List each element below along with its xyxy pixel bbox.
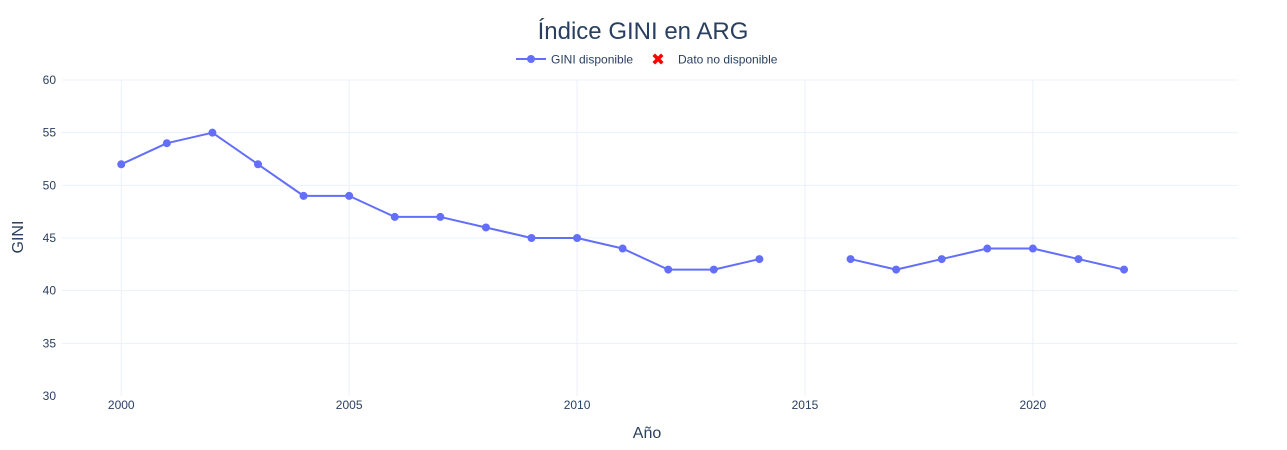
y-tick-label: 45 <box>43 231 57 245</box>
data-point[interactable] <box>618 244 627 253</box>
data-point[interactable] <box>162 139 171 148</box>
data-point[interactable] <box>1074 255 1083 264</box>
data-point[interactable] <box>709 265 718 274</box>
data-point[interactable] <box>1120 265 1129 274</box>
y-tick-label: 60 <box>43 73 57 87</box>
series-line <box>120 131 760 271</box>
y-axis-ticks: 30 35 40 45 50 55 60 <box>43 73 57 403</box>
data-point[interactable] <box>573 234 582 242</box>
data-point[interactable] <box>299 191 308 200</box>
grid-lines <box>62 79 1238 396</box>
x-axis-title: Año <box>633 425 662 442</box>
series-layer <box>117 128 1129 274</box>
y-tick-label: 50 <box>43 178 57 192</box>
x-tick-label: 2005 <box>336 398 363 412</box>
data-point[interactable] <box>527 234 536 242</box>
legend-item-gini-disponible[interactable]: GINI disponible <box>516 53 633 67</box>
data-point[interactable] <box>664 265 673 274</box>
data-point[interactable] <box>436 212 445 221</box>
legend-circle-swatch <box>527 55 535 63</box>
data-point[interactable] <box>846 255 855 264</box>
x-tick-label: 2020 <box>1020 398 1047 412</box>
data-point[interactable] <box>1028 244 1037 253</box>
legend: GINI disponible Dato no disponible <box>516 51 778 68</box>
data-point[interactable] <box>345 191 354 200</box>
x-tick-label: 2010 <box>564 398 591 412</box>
x-tick-label: 2015 <box>792 398 819 412</box>
data-point[interactable] <box>254 160 262 169</box>
y-axis-title: GINI <box>10 221 27 254</box>
data-point[interactable] <box>937 255 946 264</box>
legend-label-gini-disponible: GINI disponible <box>551 53 633 67</box>
legend-label-dato-no-disponible: Dato no disponible <box>678 53 778 67</box>
y-tick-label: 55 <box>43 126 57 140</box>
y-tick-label: 40 <box>43 284 57 298</box>
data-point[interactable] <box>755 255 764 264</box>
data-point[interactable] <box>390 212 399 221</box>
y-tick-label: 30 <box>43 389 57 403</box>
chart-title: Índice GINI en ARG <box>538 18 749 45</box>
x-axis-ticks: 2000 2005 2010 2015 2020 <box>108 398 1047 412</box>
x-tick-label: 2000 <box>108 398 135 412</box>
y-tick-label: 35 <box>43 336 57 350</box>
data-point[interactable] <box>892 265 901 274</box>
data-point[interactable] <box>983 244 992 253</box>
legend-item-dato-no-disponible[interactable]: Dato no disponible <box>650 51 778 68</box>
legend-x-swatch <box>652 53 664 65</box>
data-point[interactable] <box>208 128 217 137</box>
data-point[interactable] <box>481 223 490 232</box>
data-point[interactable] <box>117 160 126 169</box>
